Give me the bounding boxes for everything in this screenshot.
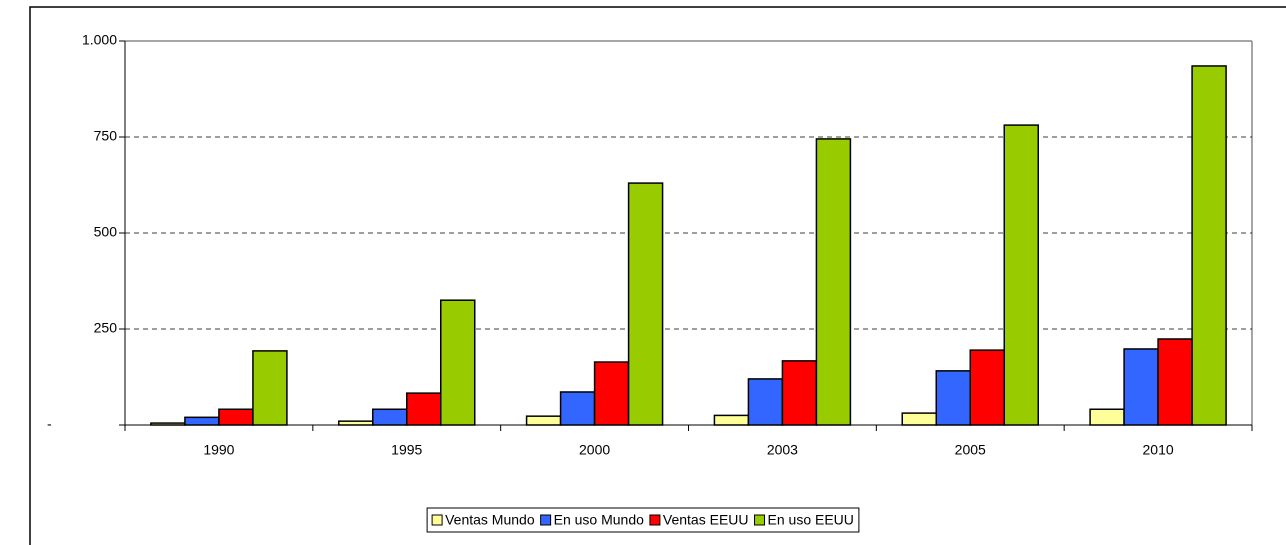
bar: [559, 391, 596, 426]
y-tick-label: 250: [94, 320, 118, 336]
legend-box: [426, 507, 860, 533]
legend-label: En uso Mundo: [554, 512, 644, 528]
bar: [713, 414, 750, 426]
bar: [406, 392, 442, 426]
chart-frame: [29, 6, 1286, 545]
bar: [150, 422, 186, 426]
x-tick-label: 2000: [579, 442, 610, 458]
x-tick-label: 2010: [1143, 442, 1174, 458]
x-tick-label: 1995: [391, 442, 422, 458]
legend-label: Ventas Mundo: [445, 512, 535, 528]
bar: [901, 412, 937, 426]
bar: [593, 361, 630, 426]
legend-swatch: [649, 514, 661, 526]
bar: [815, 138, 852, 426]
bar: [969, 349, 1005, 426]
bar: [747, 378, 784, 426]
legend-swatch: [540, 514, 552, 526]
bar: [218, 408, 254, 426]
legend-swatch: [431, 514, 443, 526]
bar: [1157, 338, 1193, 426]
bar: [1123, 348, 1159, 426]
bar: [338, 420, 374, 426]
x-tick-label: 1990: [203, 442, 234, 458]
y-tick-label: 1.000: [82, 32, 117, 48]
bar: [440, 299, 476, 426]
bar: [781, 360, 818, 426]
bar: [372, 408, 408, 426]
bar: [1191, 65, 1227, 426]
bar: [935, 370, 971, 426]
y-tick-label: 750: [94, 128, 118, 144]
legend-label: Ventas EEUU: [663, 512, 749, 528]
bar: [525, 415, 562, 426]
bar: [184, 416, 220, 426]
bar: [1089, 408, 1125, 426]
legend-swatch: [754, 514, 766, 526]
bar: [1003, 124, 1039, 426]
bar: [627, 182, 664, 426]
bar: [252, 350, 288, 426]
y-tick-label: -: [47, 416, 52, 432]
y-tick-label: 500: [94, 224, 118, 240]
legend-label: En uso EEUU: [768, 512, 854, 528]
x-tick-label: 2003: [767, 442, 798, 458]
x-tick-label: 2005: [955, 442, 986, 458]
